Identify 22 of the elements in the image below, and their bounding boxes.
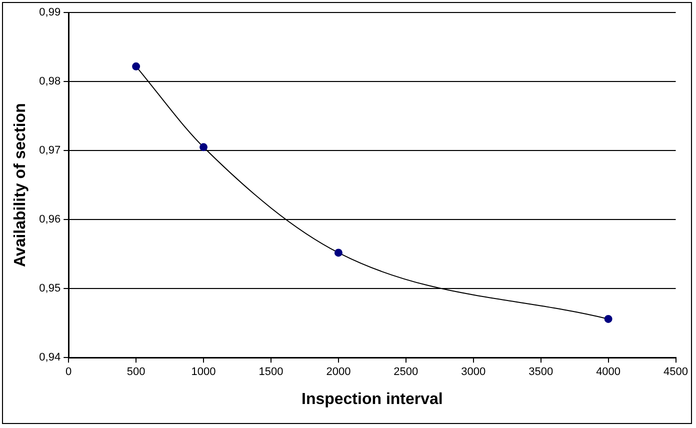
point [334,248,342,257]
y-tick-label: 0,98 [39,76,61,88]
y-tick-label: 0,99 [39,6,61,19]
x-tick-label: 500 [126,366,146,378]
point [132,62,140,70]
x-tick-label: 3500 [528,366,554,378]
y-tick-label: 0,96 [39,214,61,226]
x-tick-label: 1500 [258,366,284,378]
y-tick-label: 0,97 [39,144,61,157]
point [200,143,208,152]
point [604,314,612,323]
x-tick-label: 4500 [664,366,688,378]
y-tick-label: 0,95 [39,282,61,295]
x-tick-label: 3000 [461,366,486,378]
x-axis-title: Inspection interval [302,390,443,408]
x-tick-label: 4000 [596,366,621,378]
x-tick-label: 1000 [191,366,216,378]
y-axis-title: Availability of section [12,103,30,268]
x-tick-label: 2500 [394,366,418,378]
y-tick-label: 0,94 [39,352,61,364]
x-tick-label: 0 [66,366,72,378]
x-tick-label: 2000 [326,366,351,378]
